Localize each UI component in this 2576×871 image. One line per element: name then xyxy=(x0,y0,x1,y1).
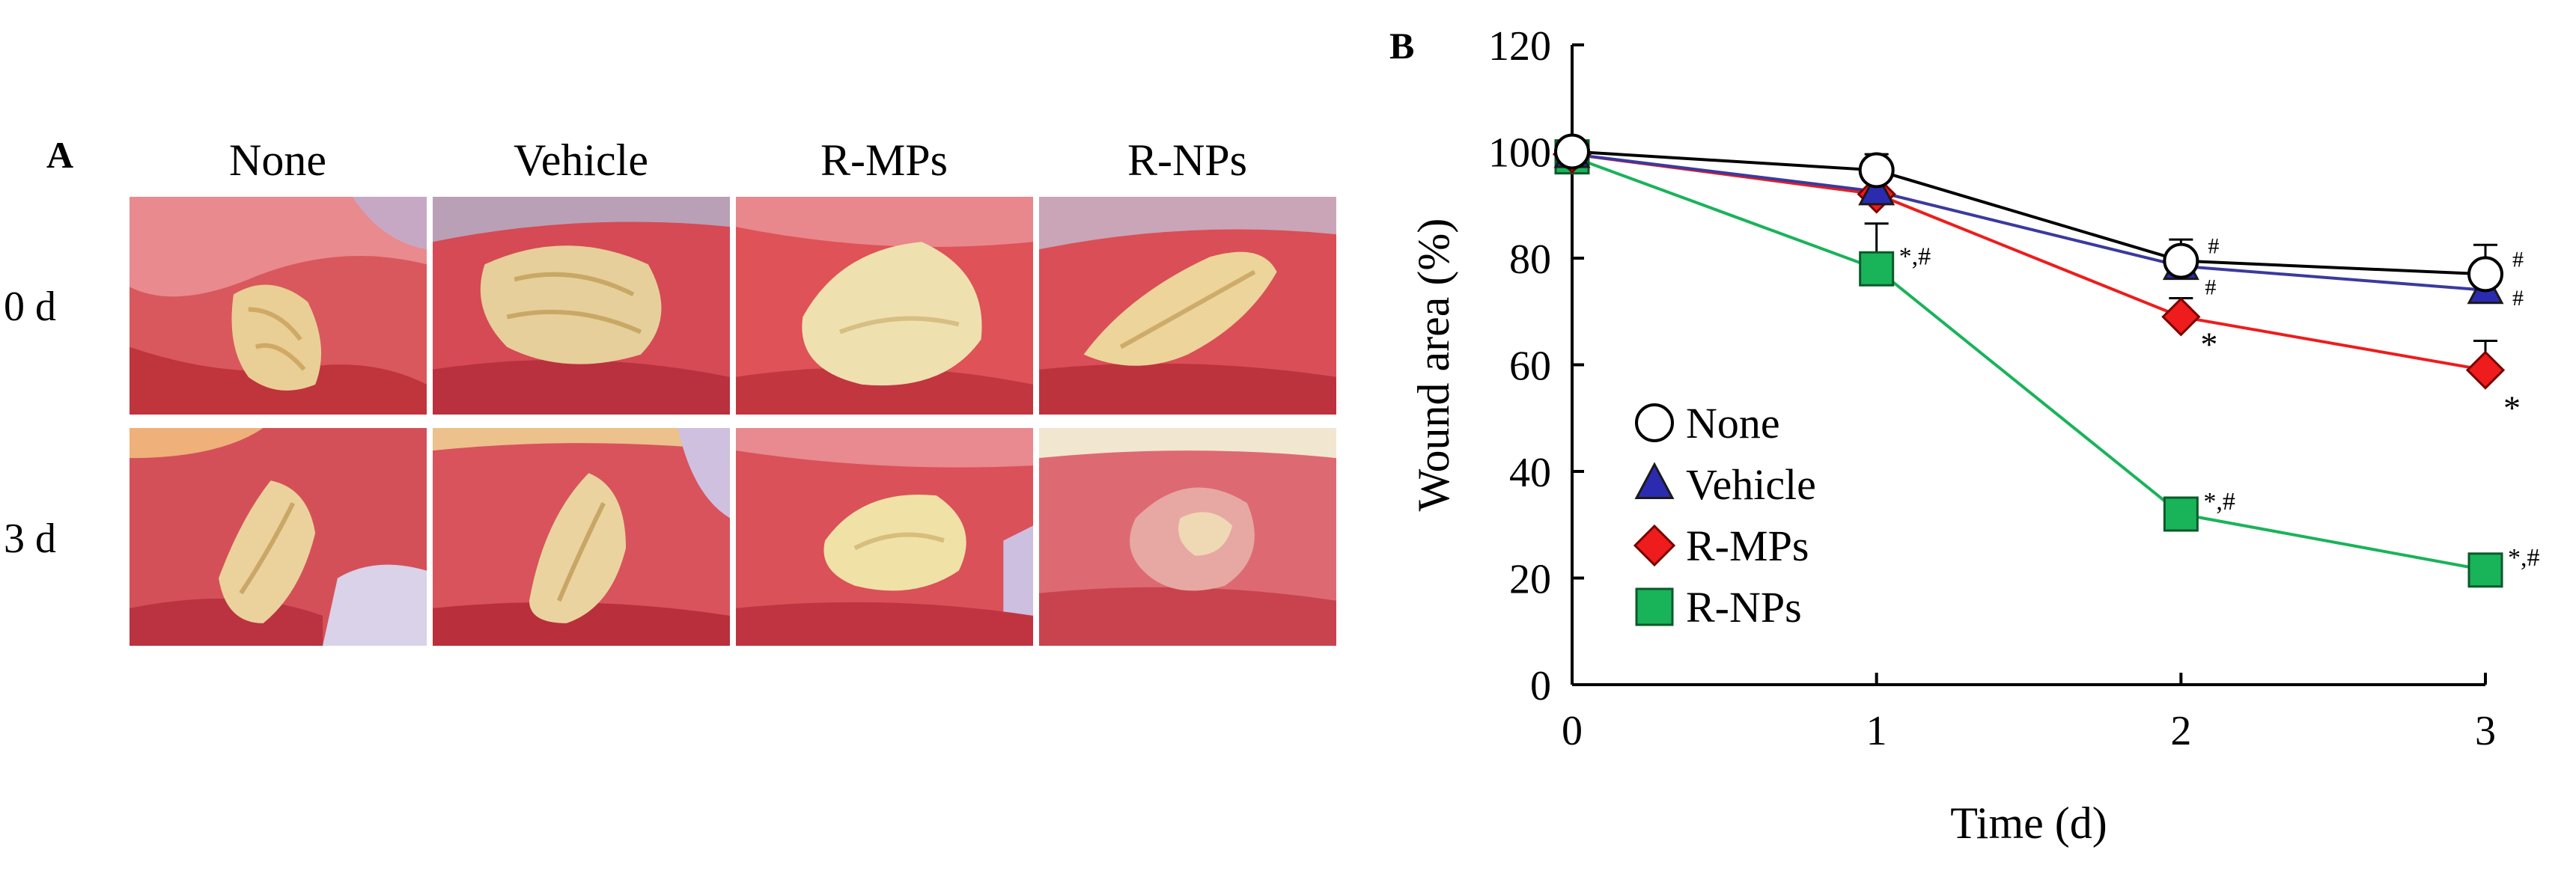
y-tick-label: 40 xyxy=(1509,450,1551,496)
data-point-r-mps xyxy=(2465,350,2506,390)
annotation-none: # xyxy=(2512,247,2524,272)
annotation-none: # xyxy=(2208,234,2219,259)
legend-marker-r-nps xyxy=(1635,587,1674,626)
x-tick-label: 2 xyxy=(2170,708,2191,754)
x-tick-label: 0 xyxy=(1562,708,1583,754)
legend-label-r-nps: R-NPs xyxy=(1686,583,1802,632)
data-point-none xyxy=(1858,152,1895,189)
data-point-none xyxy=(2163,242,2199,279)
column-label-r-mps: R-MPs xyxy=(820,135,949,185)
data-point-none xyxy=(2467,256,2503,293)
wound-photo-vehicle-0d xyxy=(433,197,730,415)
legend-label-r-mps: R-MPs xyxy=(1686,522,1809,570)
wound-photo-r-mps-3d xyxy=(736,428,1033,646)
x-tick-label: 1 xyxy=(1866,708,1887,754)
legend-marker-r-mps xyxy=(1633,524,1676,567)
panel-a-label: A xyxy=(46,134,74,176)
y-tick-label: 20 xyxy=(1509,557,1551,603)
y-tick-label: 80 xyxy=(1509,236,1551,283)
column-label-none: None xyxy=(229,135,326,185)
data-point-r-nps xyxy=(1859,251,1895,287)
wound-photo-r-nps-3d xyxy=(1039,428,1336,646)
series-line-r-mps xyxy=(1571,153,2486,372)
column-label-vehicle: Vehicle xyxy=(514,135,648,185)
legend-label-vehicle: Vehicle xyxy=(1686,460,1816,509)
series-line-none xyxy=(1571,150,2486,276)
wound-photo-r-nps-0d xyxy=(1039,197,1336,415)
annotation-r-nps: *,# xyxy=(1899,242,1931,270)
y-tick-label: 60 xyxy=(1509,343,1551,390)
annotation-r-mps: * xyxy=(2200,325,2217,363)
x-axis-label: Time (d) xyxy=(1950,798,2107,848)
legend-label-none: None xyxy=(1686,399,1780,447)
column-label-r-nps: R-NPs xyxy=(1127,135,1248,185)
y-axis-label: Wound area (%) xyxy=(1409,218,1458,512)
annotation-r-mps: * xyxy=(2503,389,2521,427)
data-point-none xyxy=(1554,133,1590,170)
legend-marker-vehicle xyxy=(1634,462,1675,499)
annotation-r-nps: *,# xyxy=(2508,544,2540,572)
series-line-vehicle xyxy=(1571,153,2486,292)
data-point-vehicle xyxy=(1858,171,1896,206)
annotation-r-nps: *,# xyxy=(2203,488,2235,516)
legend-marker-none xyxy=(1635,403,1674,442)
panel-b-label: B xyxy=(1389,25,1415,67)
row-label-3d: 3 d xyxy=(4,516,56,562)
x-tick-label: 3 xyxy=(2475,708,2496,754)
y-tick-label: 0 xyxy=(1530,663,1551,709)
series-line-r-nps xyxy=(1571,155,2486,572)
data-point-r-nps xyxy=(2163,496,2199,532)
row-label-0d: 0 d xyxy=(4,284,56,330)
wound-photo-r-mps-0d xyxy=(736,197,1033,415)
y-tick-label: 100 xyxy=(1488,130,1551,177)
wound-photo-none-0d xyxy=(130,197,427,415)
wound-photo-vehicle-3d xyxy=(433,428,730,646)
annotation-vehicle: # xyxy=(2512,286,2524,311)
annotation-r-mps: # xyxy=(2205,275,2216,299)
wound-area-chart: 0 20 40 60 80 100 120 0 1 2 3 Time (d) Wound area (%… xyxy=(1409,23,2540,848)
wound-photo-none-3d xyxy=(130,428,427,646)
data-point-r-nps xyxy=(2467,552,2503,588)
data-point-r-mps xyxy=(2161,297,2201,337)
y-tick-label: 120 xyxy=(1488,23,1551,70)
